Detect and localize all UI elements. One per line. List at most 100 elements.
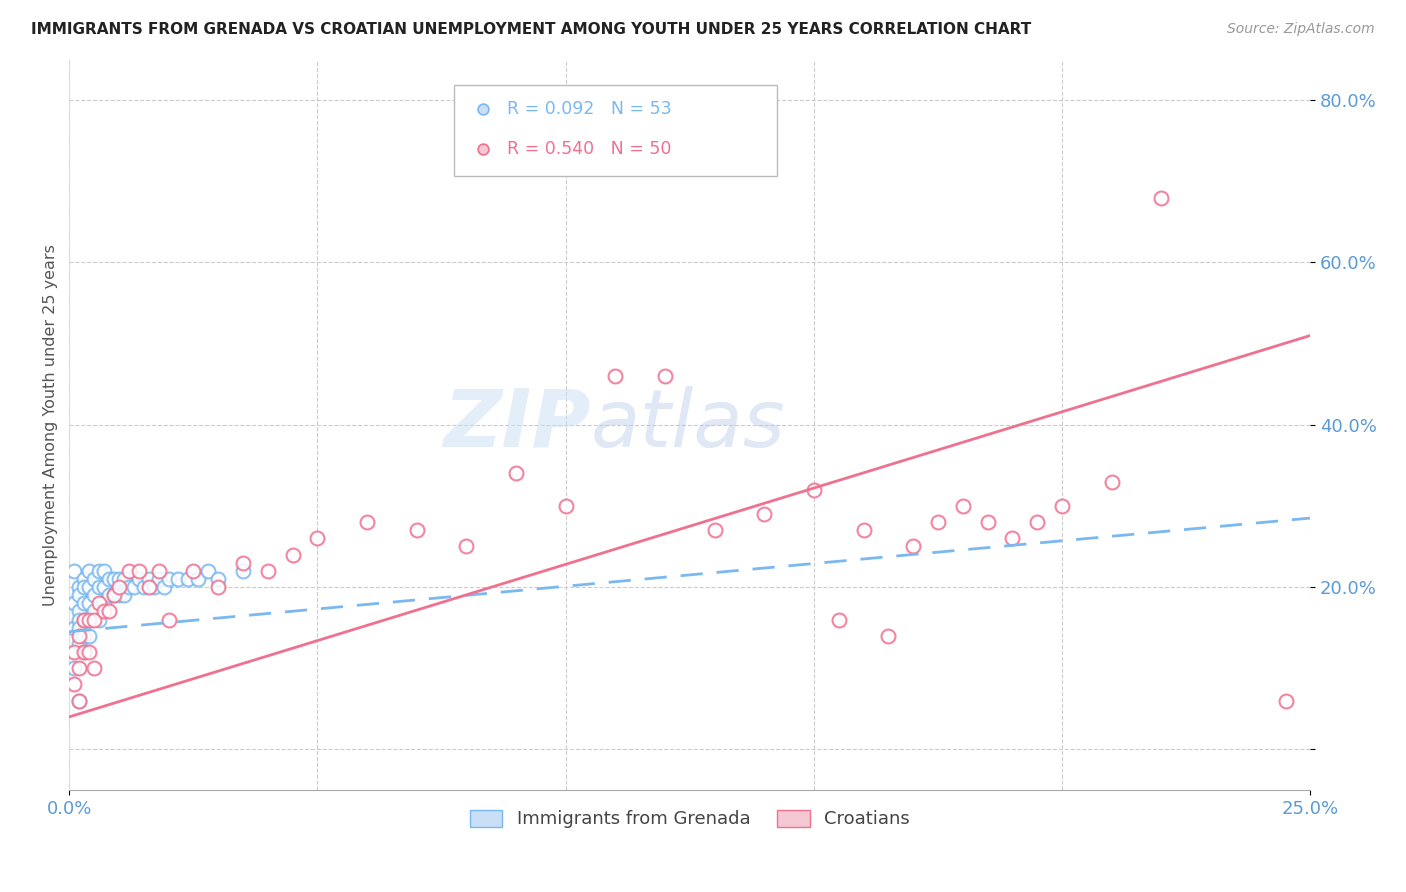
Point	[118, 580, 141, 594]
Point	[83, 613, 105, 627]
Point	[67, 604, 90, 618]
Point	[1150, 190, 1173, 204]
Point	[77, 580, 100, 594]
Point	[73, 580, 96, 594]
Text: R = 0.540   N = 50: R = 0.540 N = 50	[508, 140, 672, 158]
Point	[232, 556, 254, 570]
Point	[976, 515, 998, 529]
Point	[207, 580, 229, 594]
Point	[77, 564, 100, 578]
Point	[148, 564, 170, 578]
Point	[1001, 532, 1024, 546]
Point	[505, 467, 527, 481]
Point	[67, 621, 90, 635]
Point	[83, 661, 105, 675]
Point	[67, 588, 90, 602]
Point	[108, 572, 131, 586]
Text: IMMIGRANTS FROM GRENADA VS CROATIAN UNEMPLOYMENT AMONG YOUTH UNDER 25 YEARS CORR: IMMIGRANTS FROM GRENADA VS CROATIAN UNEM…	[31, 22, 1031, 37]
Point	[63, 564, 86, 578]
Point	[1274, 693, 1296, 707]
Point	[67, 613, 90, 627]
Point	[703, 523, 725, 537]
Point	[77, 629, 100, 643]
Point	[97, 572, 120, 586]
Point	[167, 572, 190, 586]
Point	[828, 613, 851, 627]
Point	[554, 499, 576, 513]
Point	[73, 596, 96, 610]
Point	[654, 369, 676, 384]
Point	[87, 613, 110, 627]
Point	[128, 564, 150, 578]
Point	[63, 661, 86, 675]
Text: atlas: atlas	[591, 385, 785, 464]
Point	[73, 645, 96, 659]
Point	[83, 588, 105, 602]
Point	[77, 645, 100, 659]
Text: R = 0.092   N = 53: R = 0.092 N = 53	[508, 100, 672, 119]
Point	[177, 572, 200, 586]
Point	[83, 572, 105, 586]
Point	[87, 596, 110, 610]
Point	[128, 572, 150, 586]
Point	[207, 572, 229, 586]
Point	[67, 580, 90, 594]
Point	[118, 564, 141, 578]
Point	[405, 523, 427, 537]
Point	[754, 507, 776, 521]
Point	[157, 572, 180, 586]
Point	[901, 540, 924, 554]
Point	[93, 604, 115, 618]
Point	[281, 548, 304, 562]
Point	[142, 580, 165, 594]
Point	[97, 604, 120, 618]
Legend: Immigrants from Grenada, Croatians: Immigrants from Grenada, Croatians	[463, 803, 917, 836]
Point	[63, 645, 86, 659]
Text: Source: ZipAtlas.com: Source: ZipAtlas.com	[1227, 22, 1375, 37]
Point	[256, 564, 278, 578]
Point	[1101, 475, 1123, 489]
Point	[63, 621, 86, 635]
Point	[877, 629, 900, 643]
Point	[73, 613, 96, 627]
Point	[132, 580, 155, 594]
Point	[183, 564, 205, 578]
Point	[67, 637, 90, 651]
Point	[356, 515, 378, 529]
Point	[103, 588, 125, 602]
Point	[1026, 515, 1049, 529]
Point	[138, 572, 160, 586]
Point	[63, 596, 86, 610]
Point	[108, 580, 131, 594]
Y-axis label: Unemployment Among Youth under 25 years: Unemployment Among Youth under 25 years	[44, 244, 58, 606]
Point	[122, 580, 145, 594]
Point	[187, 572, 209, 586]
Point	[157, 613, 180, 627]
Point	[138, 580, 160, 594]
Point	[87, 564, 110, 578]
Point	[952, 499, 974, 513]
Point	[73, 645, 96, 659]
Point	[152, 580, 174, 594]
Point	[67, 693, 90, 707]
Point	[87, 580, 110, 594]
Point	[1050, 499, 1073, 513]
Point	[456, 540, 478, 554]
Point	[112, 588, 135, 602]
Point	[67, 629, 90, 643]
Point	[73, 613, 96, 627]
Point	[148, 572, 170, 586]
Point	[852, 523, 875, 537]
Point	[67, 693, 90, 707]
Point	[77, 596, 100, 610]
Point	[197, 564, 219, 578]
Point	[103, 572, 125, 586]
Point	[93, 564, 115, 578]
Point	[93, 580, 115, 594]
Point	[927, 515, 949, 529]
Point	[232, 564, 254, 578]
Point	[112, 572, 135, 586]
Point	[77, 613, 100, 627]
Point	[73, 572, 96, 586]
FancyBboxPatch shape	[454, 85, 776, 177]
